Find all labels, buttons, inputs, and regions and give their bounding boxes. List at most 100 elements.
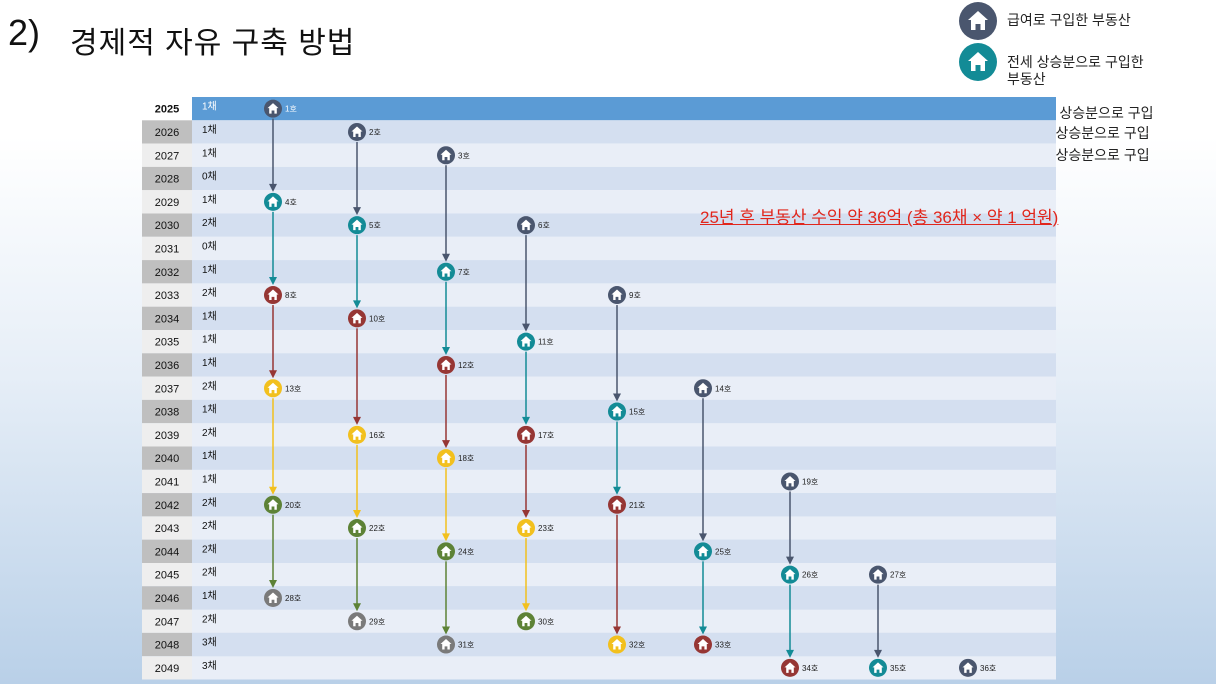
house-glyph — [351, 615, 363, 627]
arrow-head — [613, 393, 621, 402]
year-label: 2042 — [155, 500, 179, 512]
arrow-head — [699, 533, 707, 542]
house-glyph — [611, 499, 623, 510]
year-label: 2029 — [155, 197, 179, 209]
year-label: 2036 — [155, 360, 179, 372]
house-glyph — [267, 103, 279, 114]
house-glyph — [611, 406, 623, 417]
house-count-label: 1채 — [202, 404, 217, 416]
house-glyph — [611, 289, 623, 301]
house-glyph — [351, 312, 363, 324]
house-glyph — [440, 545, 452, 557]
house-label: 28호 — [285, 594, 301, 603]
year-label: 2038 — [155, 407, 179, 419]
timeline-row — [192, 260, 1056, 284]
year-label: 2041 — [155, 476, 179, 488]
year-cell — [142, 166, 192, 191]
timeline-row — [192, 143, 1056, 167]
timeline-row — [192, 516, 1056, 540]
house-count-label: 2채 — [202, 217, 217, 229]
timeline-row — [192, 586, 1056, 610]
house-label: 29호 — [369, 617, 385, 626]
house-count-label: 1채 — [202, 124, 217, 136]
house-glyph — [520, 429, 532, 440]
timeline-row — [192, 469, 1056, 494]
arrow-head — [269, 486, 277, 495]
house-glyph — [520, 615, 532, 627]
year-label: 2045 — [155, 570, 179, 582]
house-label: 26호 — [802, 571, 818, 580]
section-number: 2) — [8, 12, 41, 53]
year-label: 2047 — [155, 616, 179, 628]
house-count-label: 2채 — [202, 380, 217, 392]
arrow-head — [613, 486, 621, 495]
house-count-label: 1채 — [202, 147, 217, 159]
timeline-row — [192, 166, 1056, 191]
house-glyph — [351, 429, 363, 440]
timeline-row — [192, 306, 1056, 330]
house-count-label: 1채 — [202, 334, 217, 346]
house-count-label: 1채 — [202, 264, 217, 276]
year-cell — [142, 423, 192, 447]
year-label: 2026 — [155, 127, 179, 139]
year-label: 2033 — [155, 290, 179, 302]
arrow-head — [613, 626, 621, 635]
arrow-head — [353, 300, 361, 309]
house-label: 3호 — [458, 151, 470, 160]
year-cell — [142, 306, 192, 330]
arrow-head — [442, 533, 450, 542]
house-label: 21호 — [629, 501, 645, 510]
legend-jeonse-label: 전세 상승분으로 구입한 부동산 — [1007, 54, 1144, 88]
arrow-head — [699, 626, 707, 635]
timeline-row — [192, 656, 1056, 680]
year-label: 2031 — [155, 243, 179, 255]
house-count-label: 3채 — [202, 660, 217, 672]
timeline-row — [192, 120, 1056, 144]
house-label: 30호 — [538, 617, 554, 626]
house-count-label: 2채 — [202, 287, 217, 299]
house-glyph — [440, 149, 452, 161]
year-label: 2046 — [155, 593, 179, 605]
house-count-label: 1채 — [202, 357, 217, 369]
timeline-row — [192, 97, 1056, 121]
arrow-head — [353, 510, 361, 519]
year-cell — [142, 399, 192, 424]
year-cell — [142, 120, 192, 144]
legend-salary-house-icon — [959, 2, 997, 40]
year-cell — [142, 539, 192, 563]
legend-jeonse-line1: 전세 상승분으로 구입한 — [1007, 54, 1144, 70]
year-cell — [142, 353, 192, 377]
house-glyph — [440, 266, 452, 277]
house-glyph — [267, 289, 279, 301]
house-glyph — [520, 219, 532, 231]
house-glyph — [267, 382, 279, 394]
page-title: 경제적 자유 구축 방법 — [70, 27, 356, 60]
year-cell — [142, 469, 192, 494]
house-count-label: 1채 — [202, 590, 217, 602]
year-label: 2027 — [155, 150, 179, 162]
arrow-head — [353, 603, 361, 612]
house-glyph — [440, 452, 452, 464]
year-label: 2034 — [155, 313, 179, 325]
year-label: 2044 — [155, 546, 179, 558]
year-label: 2040 — [155, 453, 179, 465]
house-count-label: 0채 — [202, 240, 217, 252]
timeline-row — [192, 353, 1056, 377]
house-label: 5호 — [369, 221, 381, 230]
house-glyph — [520, 522, 532, 534]
house-glyph — [440, 359, 452, 370]
house-glyph — [440, 639, 452, 650]
year-label: 2048 — [155, 640, 179, 652]
house-label: 2호 — [369, 128, 381, 137]
timeline-row — [192, 563, 1056, 587]
year-cell — [142, 143, 192, 167]
arrow-head — [269, 579, 277, 588]
house-label: 25호 — [715, 547, 731, 556]
house-count-label: 2채 — [202, 497, 217, 509]
house-glyph — [351, 126, 363, 137]
house-label: 22호 — [369, 524, 385, 533]
arrow-head — [269, 277, 277, 286]
house-glyph — [697, 382, 709, 394]
house-label: 24호 — [458, 547, 474, 556]
